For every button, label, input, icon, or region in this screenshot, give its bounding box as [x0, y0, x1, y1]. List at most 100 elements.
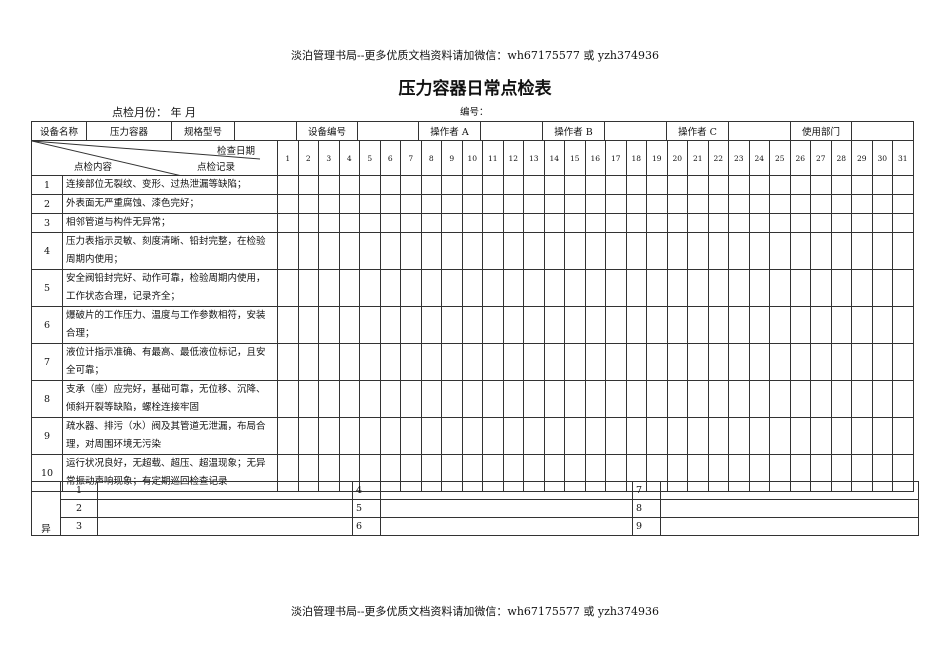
check-cell[interactable] — [769, 213, 791, 233]
check-cell[interactable] — [851, 175, 873, 195]
check-cell[interactable] — [297, 175, 319, 195]
check-cell[interactable] — [543, 194, 565, 214]
check-cell[interactable] — [646, 380, 668, 418]
check-cell[interactable] — [728, 232, 750, 270]
check-cell[interactable] — [769, 175, 791, 195]
check-cell[interactable] — [277, 306, 299, 344]
check-cell[interactable] — [277, 232, 299, 270]
check-cell[interactable] — [318, 380, 340, 418]
check-cell[interactable] — [482, 194, 504, 214]
check-cell[interactable] — [625, 417, 647, 455]
check-cell[interactable] — [502, 213, 524, 233]
check-cell[interactable] — [338, 232, 360, 270]
check-cell[interactable] — [830, 269, 852, 307]
check-cell[interactable] — [707, 417, 729, 455]
check-cell[interactable] — [543, 213, 565, 233]
check-cell[interactable] — [338, 269, 360, 307]
check-cell[interactable] — [666, 213, 688, 233]
check-cell[interactable] — [810, 269, 832, 307]
check-cell[interactable] — [830, 175, 852, 195]
check-cell[interactable] — [748, 213, 770, 233]
check-cell[interactable] — [523, 269, 545, 307]
check-cell[interactable] — [379, 213, 401, 233]
check-cell[interactable] — [830, 417, 852, 455]
check-cell[interactable] — [871, 343, 893, 381]
check-cell[interactable] — [564, 213, 586, 233]
check-cell[interactable] — [687, 306, 709, 344]
check-cell[interactable] — [707, 380, 729, 418]
check-cell[interactable] — [297, 232, 319, 270]
check-cell[interactable] — [707, 306, 729, 344]
check-cell[interactable] — [482, 175, 504, 195]
check-cell[interactable] — [871, 175, 893, 195]
check-cell[interactable] — [482, 380, 504, 418]
check-cell[interactable] — [502, 194, 524, 214]
check-cell[interactable] — [892, 175, 914, 195]
check-cell[interactable] — [543, 343, 565, 381]
check-cell[interactable] — [851, 306, 873, 344]
check-cell[interactable] — [810, 213, 832, 233]
check-cell[interactable] — [564, 343, 586, 381]
check-cell[interactable] — [543, 417, 565, 455]
check-cell[interactable] — [461, 380, 483, 418]
check-cell[interactable] — [584, 175, 606, 195]
check-cell[interactable] — [564, 175, 586, 195]
check-cell[interactable] — [605, 194, 627, 214]
check-cell[interactable] — [646, 343, 668, 381]
check-cell[interactable] — [379, 175, 401, 195]
check-cell[interactable] — [400, 380, 422, 418]
check-cell[interactable] — [789, 269, 811, 307]
check-cell[interactable] — [748, 194, 770, 214]
check-cell[interactable] — [482, 213, 504, 233]
check-cell[interactable] — [441, 417, 463, 455]
check-cell[interactable] — [420, 306, 442, 344]
check-cell[interactable] — [810, 194, 832, 214]
check-cell[interactable] — [318, 194, 340, 214]
check-cell[interactable] — [748, 232, 770, 270]
check-cell[interactable] — [502, 343, 524, 381]
check-cell[interactable] — [461, 194, 483, 214]
exception-input-cell[interactable] — [380, 517, 633, 536]
check-cell[interactable] — [277, 194, 299, 214]
check-cell[interactable] — [666, 175, 688, 195]
check-cell[interactable] — [605, 213, 627, 233]
check-cell[interactable] — [892, 380, 914, 418]
check-cell[interactable] — [564, 194, 586, 214]
check-cell[interactable] — [769, 194, 791, 214]
check-cell[interactable] — [297, 417, 319, 455]
check-cell[interactable] — [543, 380, 565, 418]
check-cell[interactable] — [318, 269, 340, 307]
check-cell[interactable] — [605, 380, 627, 418]
check-cell[interactable] — [543, 175, 565, 195]
check-cell[interactable] — [666, 232, 688, 270]
check-cell[interactable] — [461, 343, 483, 381]
check-cell[interactable] — [461, 175, 483, 195]
check-cell[interactable] — [564, 269, 586, 307]
check-cell[interactable] — [420, 417, 442, 455]
check-cell[interactable] — [564, 306, 586, 344]
check-cell[interactable] — [379, 194, 401, 214]
check-cell[interactable] — [441, 380, 463, 418]
check-cell[interactable] — [892, 232, 914, 270]
check-cell[interactable] — [646, 269, 668, 307]
check-cell[interactable] — [625, 194, 647, 214]
check-cell[interactable] — [728, 213, 750, 233]
check-cell[interactable] — [338, 343, 360, 381]
check-cell[interactable] — [359, 194, 381, 214]
exception-input-cell[interactable] — [660, 481, 919, 500]
check-cell[interactable] — [502, 232, 524, 270]
check-cell[interactable] — [625, 343, 647, 381]
check-cell[interactable] — [892, 343, 914, 381]
check-cell[interactable] — [482, 343, 504, 381]
check-cell[interactable] — [379, 380, 401, 418]
check-cell[interactable] — [523, 213, 545, 233]
check-cell[interactable] — [871, 232, 893, 270]
check-cell[interactable] — [666, 380, 688, 418]
check-cell[interactable] — [277, 175, 299, 195]
check-cell[interactable] — [441, 269, 463, 307]
check-cell[interactable] — [646, 213, 668, 233]
check-cell[interactable] — [810, 306, 832, 344]
check-cell[interactable] — [584, 343, 606, 381]
check-cell[interactable] — [687, 175, 709, 195]
exception-input-cell[interactable] — [380, 481, 633, 500]
